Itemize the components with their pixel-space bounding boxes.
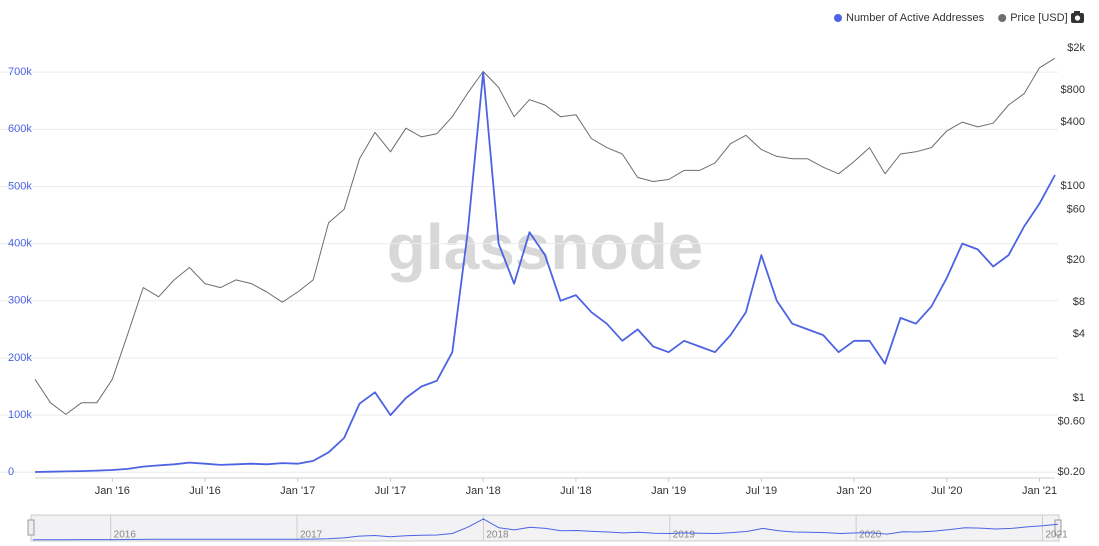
y-tick-label: 200k bbox=[8, 352, 32, 364]
series-line bbox=[34, 57, 1056, 415]
y2-tick-label: $800 bbox=[1061, 84, 1085, 96]
series-line bbox=[34, 71, 1056, 473]
x-tick-label: Jul '20 bbox=[931, 485, 962, 497]
navigator-handle[interactable] bbox=[27, 519, 35, 536]
y2-tick-label: $60 bbox=[1067, 203, 1085, 215]
x-tick-label: Jan '19 bbox=[651, 485, 686, 497]
x-tick-label: Jul '18 bbox=[560, 485, 591, 497]
x-tick-label: Jul '17 bbox=[375, 485, 406, 497]
navigator-line bbox=[33, 518, 1059, 541]
y2-tick-label: $400 bbox=[1061, 116, 1085, 128]
y2-tick-label: $1 bbox=[1073, 392, 1085, 404]
y2-tick-label: $2k bbox=[1067, 42, 1085, 54]
y-tick-label: 700k bbox=[8, 66, 32, 78]
legend-label[interactable]: Number of Active Addresses bbox=[846, 12, 985, 24]
legend-label[interactable]: Price [USD] bbox=[1010, 12, 1067, 24]
y2-tick-label: $100 bbox=[1061, 180, 1085, 192]
y2-tick-label: $0.20 bbox=[1057, 466, 1085, 478]
y2-tick-label: $20 bbox=[1067, 254, 1085, 266]
y2-tick-label: $4 bbox=[1073, 328, 1085, 340]
x-tick-label: Jan '20 bbox=[837, 485, 872, 497]
navigator-label: 2019 bbox=[673, 530, 696, 541]
x-tick-label: Jan '17 bbox=[280, 485, 315, 497]
navigator-label: 2018 bbox=[486, 530, 509, 541]
camera-icon[interactable] bbox=[1071, 11, 1084, 23]
x-tick-label: Jan '18 bbox=[466, 485, 501, 497]
x-tick-label: Jul '19 bbox=[746, 485, 777, 497]
watermark: glassnode bbox=[387, 211, 704, 283]
y-tick-label: 500k bbox=[8, 180, 32, 192]
y-tick-label: 100k bbox=[8, 409, 32, 421]
y-tick-label: 400k bbox=[8, 238, 32, 250]
x-tick-label: Jan '16 bbox=[95, 485, 130, 497]
legend-marker bbox=[834, 14, 842, 22]
navigator-label: 2016 bbox=[114, 530, 137, 541]
y-tick-label: 300k bbox=[8, 295, 32, 307]
x-tick-label: Jul '16 bbox=[189, 485, 220, 497]
navigator-label: 2017 bbox=[300, 530, 323, 541]
x-tick-label: Jan '21 bbox=[1022, 485, 1057, 497]
navigator-handle[interactable] bbox=[1054, 519, 1062, 536]
y2-tick-label: $8 bbox=[1073, 296, 1085, 308]
navigator-label: 2020 bbox=[859, 530, 882, 541]
y-tick-label: 0 bbox=[8, 466, 14, 478]
y-tick-label: 600k bbox=[8, 123, 32, 135]
legend-marker bbox=[998, 14, 1007, 22]
navigator-label: 2021 bbox=[1045, 530, 1068, 541]
y2-tick-label: $0.60 bbox=[1057, 415, 1085, 427]
